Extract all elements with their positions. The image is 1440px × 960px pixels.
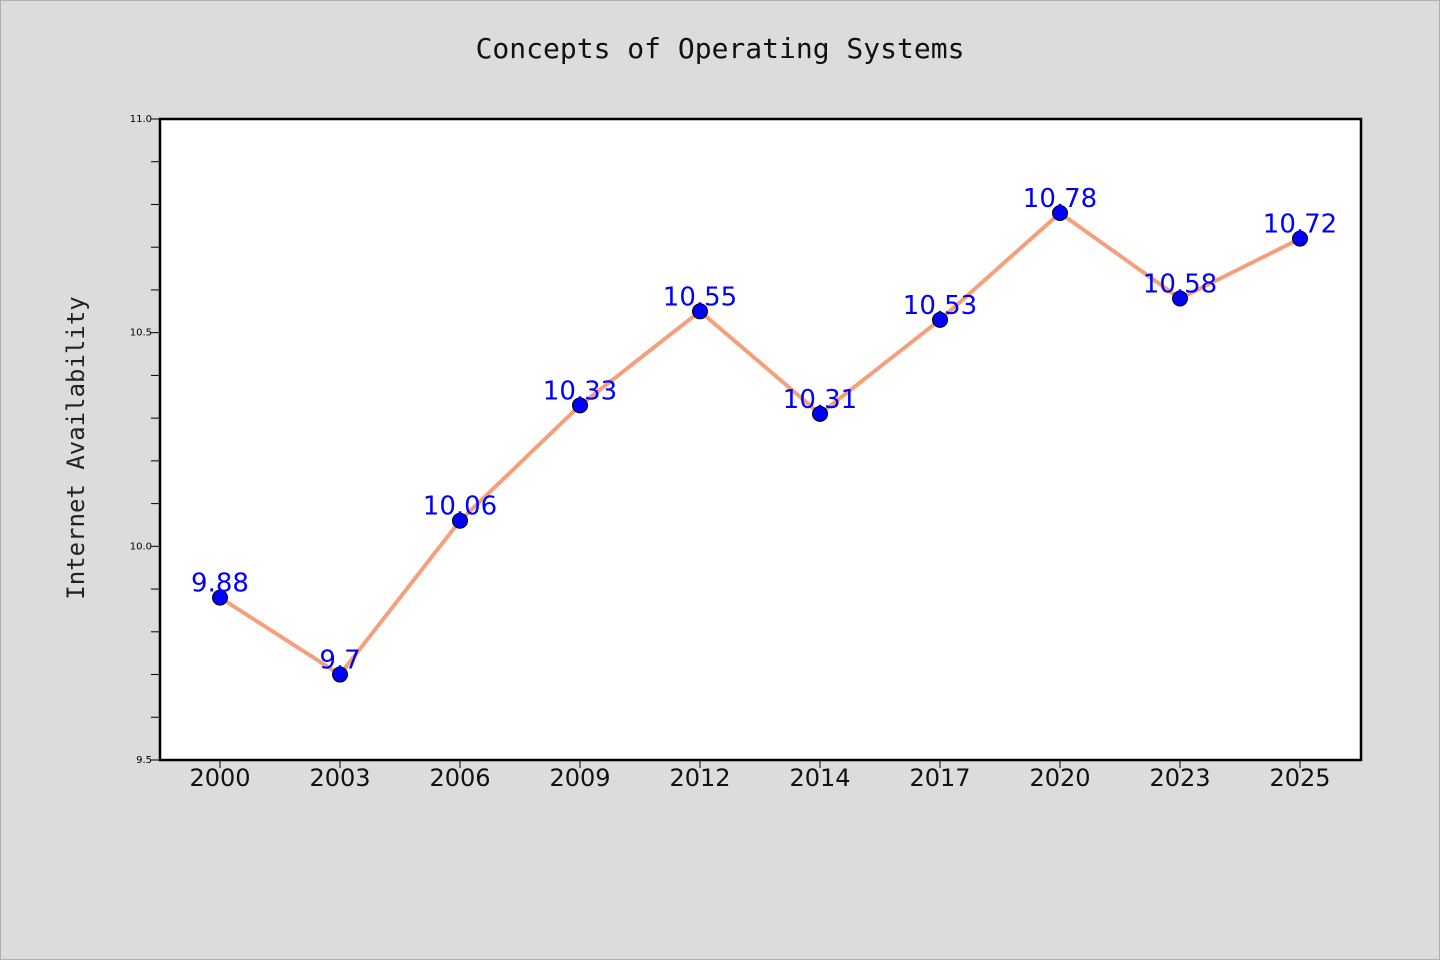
data-point [332,666,348,683]
data-label: 9.88 [191,569,249,599]
plot-area [158,117,1363,762]
data-point [572,397,588,414]
x-tick-label: 2003 [309,764,370,792]
data-point [1172,290,1188,307]
x-tick-label: 2020 [1029,764,1090,792]
x-axis-tick-labels: 2000 2003 2006 2009 2012 2014 2017 2020 2023 2025 [189,760,1331,792]
data-label: 10.33 [543,376,617,406]
x-tick-label: 2023 [1149,764,1210,792]
series-line [218,211,1302,677]
data-label: 9.7 [319,646,360,676]
x-tick-label: 2025 [1269,764,1330,792]
data-label: 10.55 [663,282,737,312]
series [212,205,1308,683]
y-tick-label: 9.5 [136,755,152,766]
data-labels: 9.88 9.7 10.06 10.33 10.55 10.31 10.53 10.78 10.… [191,184,1337,676]
x-tick-label: 2012 [669,764,730,792]
x-tick-label: 2000 [189,764,250,792]
data-label: 10.53 [903,291,977,321]
data-point [1052,205,1068,222]
data-label: 10.72 [1263,210,1337,240]
data-point [212,589,228,606]
data-point [452,512,468,529]
data-label: 10.31 [783,385,857,415]
data-point [812,405,828,422]
y-tick-label: 10.0 [130,541,152,552]
data-label: 10.06 [423,492,497,522]
data-label: 10.58 [1143,269,1217,299]
x-tick-label: 2017 [909,764,970,792]
x-tick-label: 2006 [429,764,490,792]
y-axis-ticks: 9.5 10.0 10.5 11.0 [130,114,160,766]
data-point [1292,230,1308,247]
data-point [932,311,948,328]
data-point [692,303,708,320]
y-tick-label: 11.0 [130,114,152,125]
chart-title: Concepts of Operating Systems [475,32,965,65]
x-tick-label: 2014 [789,764,850,792]
data-label: 10.78 [1023,184,1097,214]
y-tick-label: 10.5 [130,328,152,339]
x-tick-label: 2009 [549,764,610,792]
